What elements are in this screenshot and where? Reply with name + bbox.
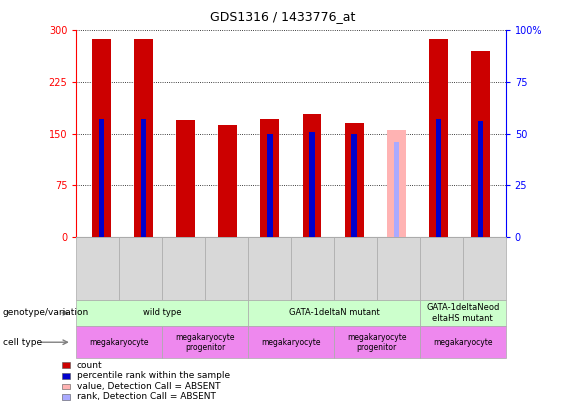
Bar (267, 134, 272, 237)
Text: genotype/variation: genotype/variation (3, 308, 89, 318)
Bar (351, 134, 357, 237)
Bar (302, 114, 321, 237)
Bar (387, 130, 406, 237)
Bar (141, 119, 146, 237)
Text: cell type: cell type (3, 338, 42, 347)
Bar (218, 126, 237, 237)
Text: wild type: wild type (143, 308, 181, 318)
Bar (134, 39, 153, 237)
Bar (436, 119, 441, 237)
Text: value, Detection Call = ABSENT: value, Detection Call = ABSENT (77, 382, 220, 391)
Bar (260, 119, 280, 237)
Text: megakaryocyte
progenitor: megakaryocyte progenitor (175, 333, 235, 352)
Bar (310, 132, 315, 237)
Text: GATA-1deltaNeod
eltaHS mutant: GATA-1deltaNeod eltaHS mutant (426, 303, 499, 322)
Bar (176, 120, 195, 237)
Bar (345, 123, 364, 237)
Text: rank, Detection Call = ABSENT: rank, Detection Call = ABSENT (77, 392, 216, 401)
Text: megakaryocyte: megakaryocyte (89, 338, 149, 347)
Text: percentile rank within the sample: percentile rank within the sample (77, 371, 230, 380)
Bar (92, 39, 111, 237)
Text: count: count (77, 361, 102, 370)
Text: megakaryocyte: megakaryocyte (433, 338, 493, 347)
Text: GDS1316 / 1433776_at: GDS1316 / 1433776_at (210, 10, 355, 23)
Text: megakaryocyte
progenitor: megakaryocyte progenitor (347, 333, 407, 352)
Bar (394, 142, 399, 237)
Bar (478, 121, 483, 237)
Bar (429, 39, 448, 237)
Bar (99, 119, 104, 237)
Bar (471, 51, 490, 237)
Text: GATA-1deltaN mutant: GATA-1deltaN mutant (289, 308, 379, 318)
Text: megakaryocyte: megakaryocyte (261, 338, 321, 347)
